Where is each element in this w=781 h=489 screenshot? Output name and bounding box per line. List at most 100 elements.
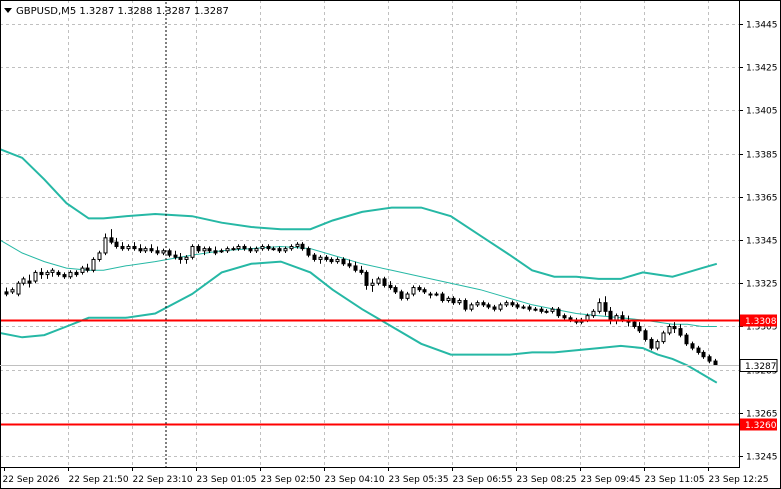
candle xyxy=(68,270,73,279)
candle-body xyxy=(173,254,178,258)
candle xyxy=(521,304,526,310)
candle-body xyxy=(667,325,672,334)
candle xyxy=(27,274,32,288)
candle xyxy=(109,229,114,245)
candle xyxy=(260,244,265,251)
candle-body xyxy=(39,271,44,276)
candle-body xyxy=(68,271,73,278)
candle-body xyxy=(312,254,317,260)
candle xyxy=(562,313,567,320)
candle xyxy=(451,296,456,305)
candle xyxy=(359,265,364,275)
candle-body xyxy=(510,302,515,306)
candle-body xyxy=(33,271,38,282)
candle-body xyxy=(143,248,148,252)
candle xyxy=(388,281,393,290)
candle-body xyxy=(597,302,602,312)
chart-title: GBPUSD,M5 1.3287 1.3288 1.3287 1.3287 xyxy=(16,6,229,17)
candle xyxy=(219,248,224,253)
candle xyxy=(91,257,96,273)
candle xyxy=(97,250,102,262)
candle xyxy=(539,307,544,314)
candle xyxy=(155,246,160,256)
candle xyxy=(591,309,596,318)
candle-body xyxy=(114,241,119,247)
candle-body xyxy=(701,351,706,358)
candle xyxy=(504,300,509,308)
candle-body xyxy=(4,291,9,295)
candle xyxy=(56,270,61,277)
candle-body xyxy=(544,310,549,313)
time-tick-label: 23 Sep 04:10 xyxy=(325,475,385,485)
price-tick-label: 1.3385 xyxy=(746,151,778,161)
candle xyxy=(283,246,288,253)
candle xyxy=(266,244,271,251)
candle xyxy=(684,332,689,346)
candle xyxy=(178,252,183,264)
candle-body xyxy=(364,271,369,286)
candle xyxy=(701,350,706,359)
time-axis[interactable]: 22 Sep 2026 22 Sep 21:50 22 Sep 23:10 23 Se… xyxy=(3,467,769,485)
candle-body xyxy=(202,248,207,252)
candle xyxy=(39,268,44,279)
candle-body xyxy=(463,300,468,310)
time-tick-label: 23 Sep 06:55 xyxy=(453,475,513,485)
candle-body xyxy=(126,245,131,250)
time-tick-label: 23 Sep 08:25 xyxy=(517,475,577,485)
candle xyxy=(492,304,497,312)
candle-body xyxy=(608,310,613,321)
candle-body xyxy=(260,245,265,250)
candle-body xyxy=(347,263,352,267)
candle xyxy=(74,270,79,277)
candle xyxy=(132,242,137,251)
price-tags: 1.3308 1.3260 1.3287 xyxy=(0,314,778,431)
candle-body xyxy=(649,338,654,349)
candle xyxy=(85,263,90,273)
time-tick-label: 23 Sep 02:50 xyxy=(261,475,321,485)
candle-body xyxy=(492,306,497,310)
horizontal-levels[interactable] xyxy=(0,319,739,426)
candle xyxy=(475,300,480,308)
candle xyxy=(405,291,410,301)
candle xyxy=(10,287,15,295)
candle xyxy=(231,246,236,251)
candle xyxy=(376,276,381,286)
current-price-label: 1.3287 xyxy=(745,362,777,372)
candle-body xyxy=(155,250,160,254)
level-price-label: 1.3260 xyxy=(745,421,777,431)
candle xyxy=(649,337,654,351)
candle-body xyxy=(27,280,32,284)
candle-body xyxy=(637,325,642,332)
candle-body xyxy=(271,248,276,251)
candle-body xyxy=(149,248,154,252)
candle-body xyxy=(242,245,247,250)
candle-body xyxy=(62,274,67,278)
candle xyxy=(4,287,9,297)
candle-body xyxy=(10,289,15,293)
candle-body xyxy=(417,287,422,291)
candle-body xyxy=(207,248,212,252)
candlestick-series xyxy=(4,229,718,366)
candle-body xyxy=(393,287,398,293)
candle xyxy=(318,255,323,264)
candle xyxy=(515,302,520,310)
candle xyxy=(126,244,131,251)
candle-body xyxy=(335,258,340,263)
candle-body xyxy=(74,271,79,276)
triangle-down-icon[interactable] xyxy=(4,8,12,13)
candle-body xyxy=(213,250,218,254)
candle xyxy=(45,270,50,279)
time-tick-label: 23 Sep 11:05 xyxy=(645,475,705,485)
price-axis[interactable]: 1.3445 1.3425 1.3405 1.3385 1.3365 1.3345 1.33… xyxy=(739,21,778,463)
time-tick-label: 22 Sep 2026 xyxy=(3,475,60,485)
bollinger-lower-line xyxy=(0,260,718,384)
candle-body xyxy=(277,248,282,252)
time-tick-label: 23 Sep 09:45 xyxy=(581,475,641,485)
candle xyxy=(114,237,119,249)
candle-body xyxy=(283,248,288,252)
candle-body xyxy=(318,256,323,260)
candle-body xyxy=(167,250,172,256)
candle-body xyxy=(603,302,608,312)
candle xyxy=(678,324,683,338)
